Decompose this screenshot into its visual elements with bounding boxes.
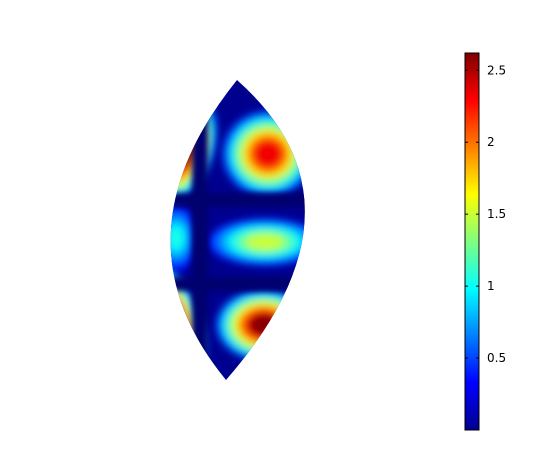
colorbar-tick-label: 1: [487, 279, 495, 293]
colorbar-tick-label: 2.5: [487, 63, 506, 77]
hotspot-ring: [246, 234, 284, 250]
colorbar-tick-label: 1.5: [487, 207, 506, 221]
hotspot-ring: [170, 227, 183, 249]
colorbar-gradient: [464, 52, 480, 431]
lower-horizontal-seam: [170, 277, 305, 291]
hotspot-ring: [253, 140, 283, 168]
colorbar-ticks: 0.5 1 1.5 2 2.5: [465, 63, 506, 365]
vertical-seam: [192, 80, 208, 380]
hotspot-lower-right: [216, 289, 305, 361]
hotspot-ring: [248, 313, 280, 337]
hotspot-middle-left: [170, 204, 198, 272]
hotspot-upper-right: [222, 110, 305, 198]
hotspot-middle-right: [207, 218, 305, 266]
upper-horizontal-seam: [170, 193, 305, 207]
colorbar: 0.5 1 1.5 2 2.5: [464, 52, 506, 431]
colorbar-tick-label: 0.5: [487, 351, 506, 365]
lens-surface: [170, 80, 305, 380]
colorbar-tick-label: 2: [487, 135, 495, 149]
